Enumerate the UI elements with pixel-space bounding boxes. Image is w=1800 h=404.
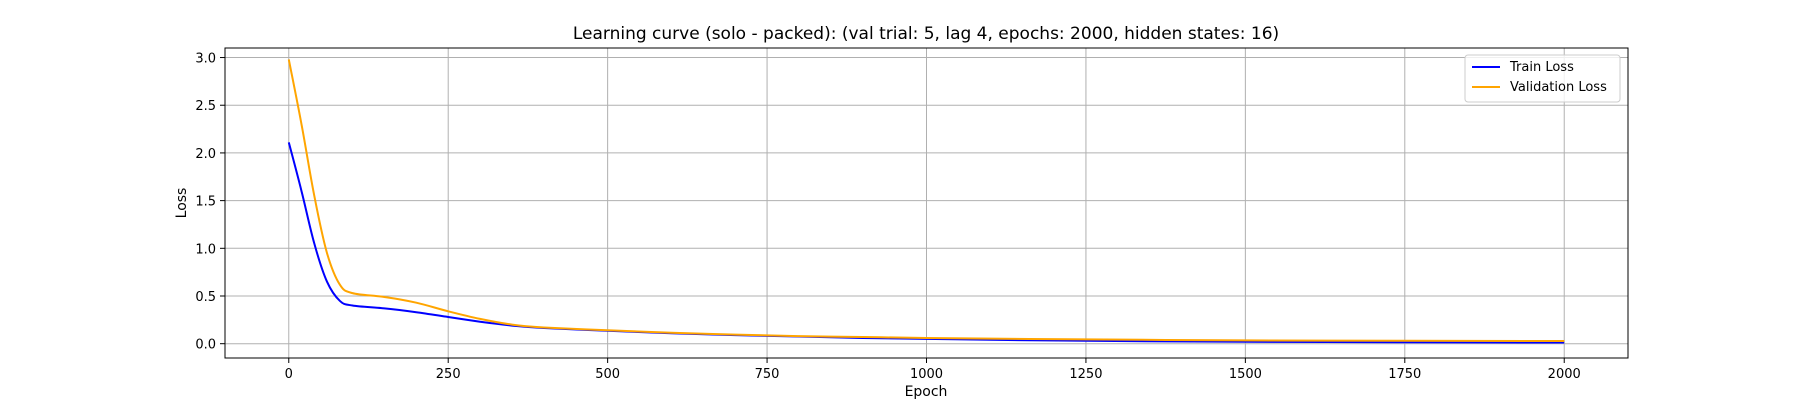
y-axis-label: Loss (174, 188, 190, 219)
x-tick-label: 1000 (910, 367, 943, 382)
x-tick-label: 1500 (1229, 367, 1262, 382)
series-layer (287, 59, 1565, 344)
y-tick-label: 1.5 (195, 195, 216, 210)
legend: Train Loss Validation Loss (1464, 54, 1621, 103)
series-line-validation-loss (287, 59, 1565, 342)
y-tick-label: 0.0 (195, 338, 216, 353)
x-tick-label: 250 (436, 367, 461, 382)
y-tick-label: 3.0 (195, 52, 216, 67)
y-tick-label: 0.5 (195, 290, 216, 305)
x-axis-label: Epoch (905, 384, 948, 400)
x-tick-label: 500 (595, 367, 620, 382)
x-tick-label: 1750 (1388, 367, 1421, 382)
y-tick-label: 2.0 (195, 147, 216, 162)
x-tick-label: 1250 (1069, 367, 1102, 382)
legend-box (1464, 54, 1621, 103)
x-tick-label: 750 (755, 367, 780, 382)
y-tick-label: 1.0 (195, 242, 216, 257)
grid (225, 48, 1628, 358)
ticks: 0 250 500 750 1000 1250 1500 1750 2000 0.0 0.5 1.0 1… (195, 52, 1580, 382)
legend-label-validation-loss: Validation Loss (1510, 80, 1607, 95)
x-tick-label: 0 (285, 367, 293, 382)
chart-title: Learning curve (solo - packed): (val tri… (573, 24, 1279, 44)
x-tick-label: 2000 (1548, 367, 1581, 382)
y-tick-label: 2.5 (195, 99, 216, 114)
legend-label-train-loss: Train Loss (1509, 60, 1574, 75)
